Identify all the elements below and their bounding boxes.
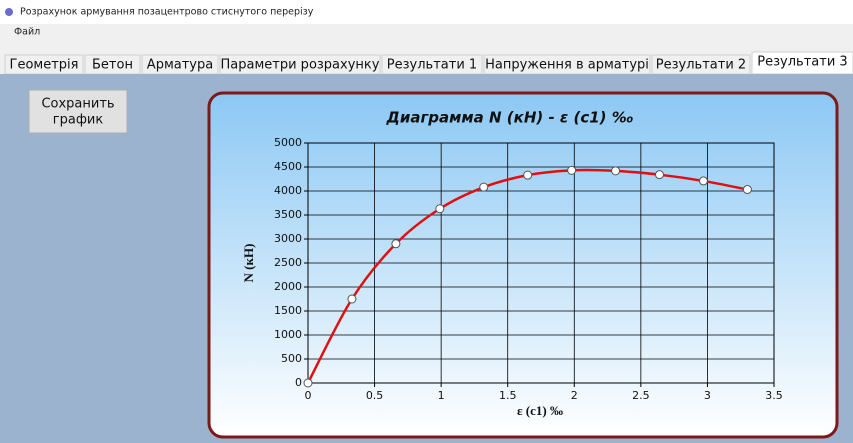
y-tick-label: 500 [281, 352, 302, 365]
title-bar [0, 0, 853, 24]
x-tick-label: 2 [571, 389, 578, 402]
button-label: график [53, 113, 104, 128]
window-title: Розрахунок армування позацентрово стисну… [20, 7, 314, 18]
tab-label: Результати 3 [757, 55, 847, 70]
y-tick-label: 4000 [274, 184, 302, 197]
x-tick-label: 0 [305, 389, 312, 402]
x-tick-label: 1.5 [499, 389, 517, 402]
data-point [742, 185, 752, 195]
tab-label: Результати 1 [387, 58, 477, 73]
data-point [391, 239, 401, 249]
tab-strip: Геометрія Бетон Арматура Параметри розрахун… [4, 51, 853, 75]
save-button[interactable] [28, 89, 128, 134]
tab-label: Бетон [92, 58, 133, 73]
x-tick-label: 3.5 [765, 389, 783, 402]
x-tick-label: 0.5 [366, 389, 384, 402]
button-label: Сохранить [41, 97, 114, 112]
y-tick-label: 0 [295, 376, 302, 389]
plot: 0 500 1000 1500 2000 2500 3000 3500 4000 4500 5000… [274, 136, 783, 402]
tab-label: Результати 2 [656, 58, 746, 73]
data-point [347, 294, 357, 304]
data-point [435, 204, 445, 214]
data-point [698, 176, 708, 186]
data-point [479, 182, 489, 192]
tab-label: Напруження в арматурі [485, 58, 649, 73]
y-tick-label: 4500 [274, 160, 302, 173]
tab-label: Параметри розрахунку [221, 58, 380, 73]
chart-title: Диаграмма N (кН) - ε (с1) ‰ [385, 109, 633, 127]
y-tick-label: 3000 [274, 232, 302, 245]
data-point [654, 170, 664, 180]
y-tick-label: 1500 [274, 304, 302, 317]
x-tick-label: 1 [438, 389, 445, 402]
chart-panel [207, 91, 839, 439]
menu-item[interactable]: Файл [14, 27, 40, 38]
y-axis-label: N (кН) [241, 244, 256, 283]
data-point [611, 166, 621, 176]
y-tick-label: 5000 [274, 136, 302, 149]
x-axis-label: ε (с1) ‰ [517, 403, 563, 418]
plot-frame [307, 142, 775, 384]
tab-label: Геометрія [10, 58, 79, 73]
x-tick-label: 2.5 [632, 389, 650, 402]
data-point [567, 165, 577, 175]
x-tick-label: 3 [704, 389, 711, 402]
tab-label: Арматура [147, 58, 213, 73]
app-icon [5, 8, 13, 16]
data-point [523, 170, 533, 180]
y-tick-label: 2000 [274, 280, 302, 293]
y-tick-label: 2500 [274, 256, 302, 269]
data-point [303, 378, 313, 388]
y-tick-label: 3500 [274, 208, 302, 221]
y-tick-label: 1000 [274, 328, 302, 341]
